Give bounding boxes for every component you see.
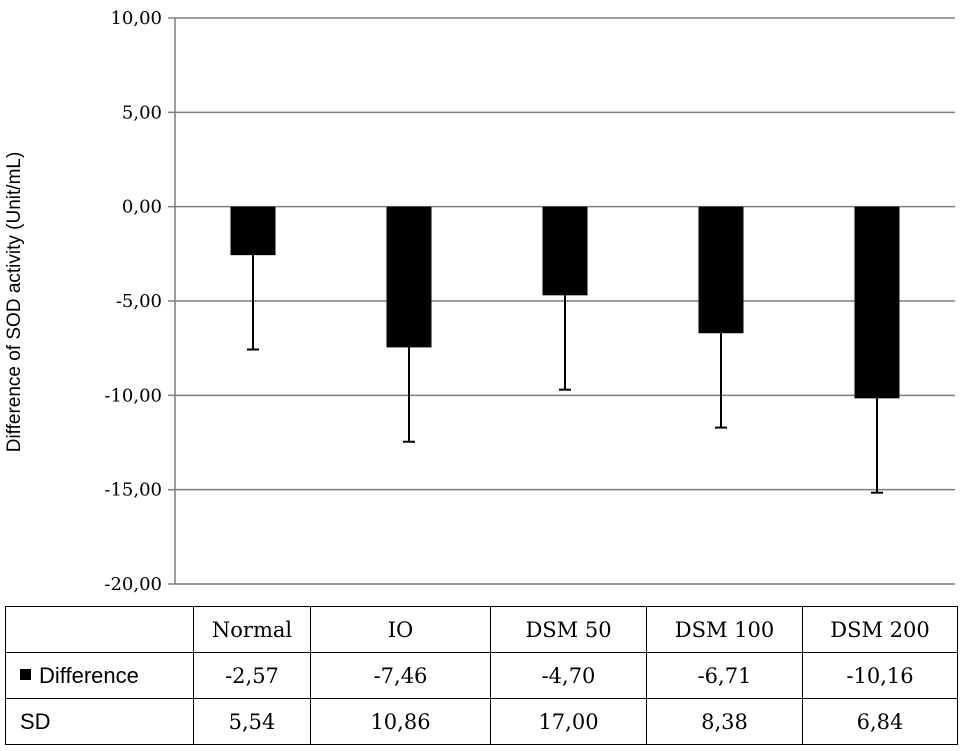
table-cell: 5,54 [193, 698, 311, 745]
table-row-difference: Difference -2,57 -7,46 -4,70 -6,71 -10,1… [5, 652, 958, 699]
y-tick-label: -20,00 [104, 574, 162, 595]
y-tick-label: -10,00 [104, 385, 162, 406]
y-tick-label: 5,00 [122, 102, 162, 123]
table-cell: 10,86 [310, 698, 491, 745]
table-header-cell: DSM 100 [646, 606, 803, 653]
y-axis-ticks: 10,00 5,00 0,00 -5,00 -10,00 -15,00 -20,00 [104, 8, 175, 595]
y-tick-label: 0,00 [122, 197, 162, 218]
y-tick-label: -15,00 [104, 480, 162, 501]
table-header-row: Normal IO DSM 50 DSM 100 DSM 200 [5, 606, 958, 653]
table-cell: 6,84 [802, 698, 958, 745]
y-axis-title: Difference of SOD activity (Unit/mL) [4, 152, 25, 453]
table-cell: -4,70 [490, 652, 647, 699]
table-cell: -2,57 [193, 652, 311, 699]
row-label-difference: Difference [5, 652, 194, 699]
table-cell: 8,38 [646, 698, 803, 745]
table-corner-cell [5, 606, 194, 653]
y-tick-label: 10,00 [110, 8, 162, 29]
row-label-text: Difference [39, 662, 139, 688]
y-tick-label: -5,00 [116, 291, 162, 312]
table-cell: 17,00 [490, 698, 647, 745]
bar [230, 206, 276, 256]
table-header-cell: Normal [193, 606, 311, 653]
bar [854, 206, 900, 399]
row-label-sd: SD [5, 698, 194, 745]
bar [698, 206, 744, 334]
table-cell: -10,16 [802, 652, 958, 699]
bar [542, 206, 588, 296]
data-table: Normal IO DSM 50 DSM 100 DSM 200 Differe… [5, 606, 958, 745]
table-cell: -7,46 [310, 652, 491, 699]
table-header-cell: DSM 200 [802, 606, 958, 653]
table-header-cell: IO [310, 606, 491, 653]
bars [230, 206, 900, 399]
table-row-sd: SD 5,54 10,86 17,00 8,38 6,84 [5, 698, 958, 745]
table-header-cell: DSM 50 [490, 606, 647, 653]
bar-chart: 10,00 5,00 0,00 -5,00 -10,00 -15,00 -20,00 Dif… [4, 8, 955, 595]
bar [386, 206, 432, 348]
legend-key-square-icon [20, 669, 31, 681]
error-bars [247, 255, 883, 494]
table-cell: -6,71 [646, 652, 803, 699]
